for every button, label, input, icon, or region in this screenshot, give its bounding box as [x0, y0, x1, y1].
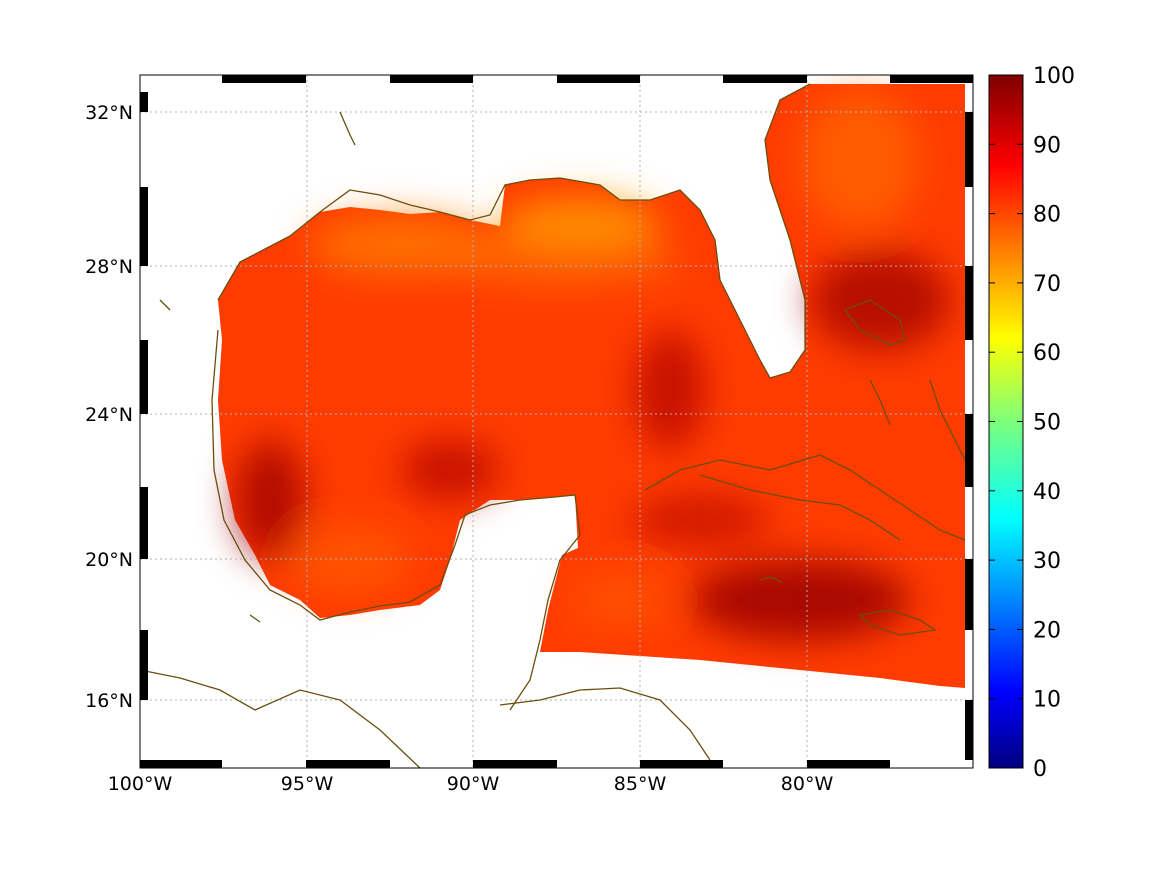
lon-tick-label: 80°W: [781, 773, 834, 795]
lon-tick-label: 90°W: [447, 773, 500, 795]
lon-tick-labels: 100°W 95°W 90°W 85°W 80°W: [108, 773, 834, 795]
colorbar-tick-label: 80: [1033, 203, 1061, 228]
colorbar: 0 10 20 30 40 50 60 70 80 90 100: [988, 64, 1075, 782]
data-field-variations: [235, 90, 950, 640]
colorbar-tick-label: 100: [1033, 64, 1075, 89]
colorbar-tick-label: 60: [1033, 341, 1061, 366]
lat-tick-label: 32°N: [85, 102, 133, 124]
colorbar-tick-label: 50: [1033, 411, 1061, 436]
lat-tick-label: 24°N: [85, 404, 133, 426]
map-frame-border: [140, 75, 973, 768]
colorbar-tick-label: 70: [1033, 272, 1061, 297]
colorbar-tick-label: 40: [1033, 480, 1061, 505]
lat-tick-label: 20°N: [85, 549, 133, 571]
lon-tick-label: 95°W: [281, 773, 334, 795]
gridlines: [140, 75, 973, 768]
lat-tick-label: 28°N: [85, 256, 133, 278]
map-plot-area: [139, 74, 974, 769]
lat-tick-label: 16°N: [85, 690, 133, 712]
coastlines: [140, 83, 966, 768]
colorbar-tick-label: 30: [1033, 549, 1061, 574]
lon-tick-label: 85°W: [614, 773, 667, 795]
lat-tick-labels: 16°N 20°N 24°N 28°N 32°N: [85, 102, 133, 712]
colorbar-tick-label: 0: [1033, 757, 1047, 782]
colorbar-tick-label: 90: [1033, 133, 1061, 158]
colorbar-tick-label: 10: [1033, 688, 1061, 713]
lon-tick-label: 100°W: [108, 773, 173, 795]
colorbar-tick-label: 20: [1033, 618, 1061, 643]
